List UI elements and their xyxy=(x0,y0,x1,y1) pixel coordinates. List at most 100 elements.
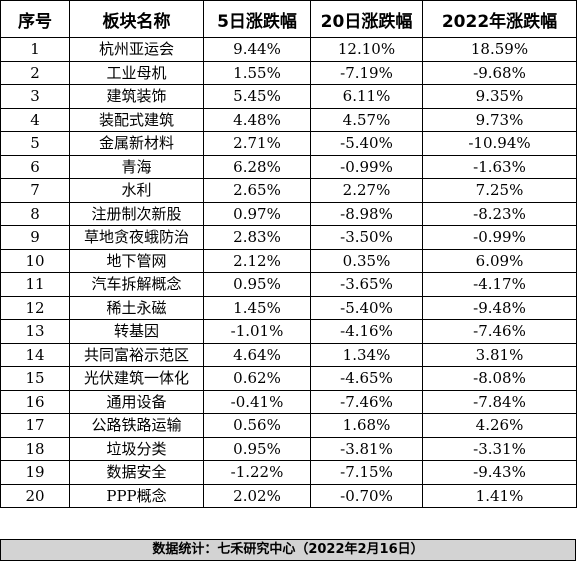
cell-index: 5 xyxy=(0,131,70,156)
cell-5day-change: 4.48% xyxy=(203,107,311,132)
cell-20day-change: -0.99% xyxy=(310,154,423,179)
cell-20day-change: 0.35% xyxy=(310,248,423,273)
cell-2022-change: -9.68% xyxy=(422,60,577,85)
cell-sector-name: 注册制次新股 xyxy=(69,201,204,226)
table-row: 16 通用设备 -0.41% -7.46% -7.84% xyxy=(0,389,577,414)
cell-20day-change: -4.65% xyxy=(310,366,423,391)
cell-20day-change: -8.98% xyxy=(310,201,423,226)
table-row: 11 汽车拆解概念 0.95% -3.65% -4.17% xyxy=(0,272,577,297)
cell-20day-change: 4.57% xyxy=(310,107,423,132)
cell-2022-change: -9.43% xyxy=(422,460,577,485)
table-row: 14 共同富裕示范区 4.64% 1.34% 3.81% xyxy=(0,342,577,367)
cell-20day-change: -5.40% xyxy=(310,295,423,320)
table-row: 5 金属新材料 2.71% -5.40% -10.94% xyxy=(0,131,577,156)
cell-2022-change: -8.08% xyxy=(422,366,577,391)
cell-sector-name: 金属新材料 xyxy=(69,131,204,156)
cell-sector-name: 光伏建筑一体化 xyxy=(69,366,204,391)
cell-index: 3 xyxy=(0,84,70,109)
cell-sector-name: 建筑装饰 xyxy=(69,84,204,109)
cell-5day-change: -0.41% xyxy=(203,389,311,414)
cell-2022-change: 4.26% xyxy=(422,413,577,438)
cell-sector-name: 地下管网 xyxy=(69,248,204,273)
table-row: 12 稀土永磁 1.45% -5.40% -9.48% xyxy=(0,295,577,320)
cell-sector-name: 垃圾分类 xyxy=(69,436,204,461)
cell-20day-change: 6.11% xyxy=(310,84,423,109)
cell-20day-change: -7.19% xyxy=(310,60,423,85)
cell-5day-change: 2.12% xyxy=(203,248,311,273)
cell-index: 6 xyxy=(0,154,70,179)
cell-index: 13 xyxy=(0,319,70,344)
table-row: 18 垃圾分类 0.95% -3.81% -3.31% xyxy=(0,436,577,461)
cell-2022-change: -9.48% xyxy=(422,295,577,320)
cell-index: 7 xyxy=(0,178,70,203)
cell-index: 20 xyxy=(0,483,70,508)
cell-20day-change: 2.27% xyxy=(310,178,423,203)
cell-5day-change: 0.62% xyxy=(203,366,311,391)
cell-5day-change: 0.95% xyxy=(203,436,311,461)
cell-2022-change: -3.31% xyxy=(422,436,577,461)
cell-sector-name: 青海 xyxy=(69,154,204,179)
cell-index: 14 xyxy=(0,342,70,367)
cell-index: 1 xyxy=(0,37,70,62)
cell-sector-name: 汽车拆解概念 xyxy=(69,272,204,297)
cell-2022-change: 1.41% xyxy=(422,483,577,508)
cell-2022-change: -10.94% xyxy=(422,131,577,156)
table-row: 15 光伏建筑一体化 0.62% -4.65% -8.08% xyxy=(0,366,577,391)
cell-20day-change: 1.68% xyxy=(310,413,423,438)
cell-sector-name: 草地贪夜蛾防治 xyxy=(69,225,204,250)
cell-sector-name: 转基因 xyxy=(69,319,204,344)
cell-index: 9 xyxy=(0,225,70,250)
table-row: 20 PPP概念 2.02% -0.70% 1.41% xyxy=(0,483,577,508)
cell-5day-change: 4.64% xyxy=(203,342,311,367)
cell-5day-change: 6.28% xyxy=(203,154,311,179)
cell-2022-change: -7.84% xyxy=(422,389,577,414)
cell-5day-change: 1.55% xyxy=(203,60,311,85)
cell-5day-change: 9.44% xyxy=(203,37,311,62)
header-index: 序号 xyxy=(0,0,70,38)
cell-index: 2 xyxy=(0,60,70,85)
cell-20day-change: -0.70% xyxy=(310,483,423,508)
cell-sector-name: 稀土永磁 xyxy=(69,295,204,320)
cell-5day-change: -1.22% xyxy=(203,460,311,485)
cell-2022-change: 3.81% xyxy=(422,342,577,367)
table-row: 2 工业母机 1.55% -7.19% -9.68% xyxy=(0,60,577,85)
cell-5day-change: 0.97% xyxy=(203,201,311,226)
table-row: 7 水利 2.65% 2.27% 7.25% xyxy=(0,178,577,203)
header-20day-change: 20日涨跌幅 xyxy=(310,0,423,38)
cell-5day-change: 2.83% xyxy=(203,225,311,250)
cell-index: 19 xyxy=(0,460,70,485)
cell-20day-change: -3.65% xyxy=(310,272,423,297)
table-row: 8 注册制次新股 0.97% -8.98% -8.23% xyxy=(0,201,577,226)
cell-5day-change: 1.45% xyxy=(203,295,311,320)
cell-index: 17 xyxy=(0,413,70,438)
cell-5day-change: -1.01% xyxy=(203,319,311,344)
cell-sector-name: 水利 xyxy=(69,178,204,203)
table-row: 3 建筑装饰 5.45% 6.11% 9.35% xyxy=(0,84,577,109)
cell-2022-change: -1.63% xyxy=(422,154,577,179)
cell-index: 11 xyxy=(0,272,70,297)
cell-20day-change: -3.50% xyxy=(310,225,423,250)
cell-20day-change: -3.81% xyxy=(310,436,423,461)
header-2022-change: 2022年涨跌幅 xyxy=(422,0,577,38)
header-sector-name: 板块名称 xyxy=(69,0,204,38)
cell-20day-change: -7.15% xyxy=(310,460,423,485)
table-row: 10 地下管网 2.12% 0.35% 6.09% xyxy=(0,248,577,273)
table-row: 13 转基因 -1.01% -4.16% -7.46% xyxy=(0,319,577,344)
cell-5day-change: 2.65% xyxy=(203,178,311,203)
cell-5day-change: 0.95% xyxy=(203,272,311,297)
table-row: 9 草地贪夜蛾防治 2.83% -3.50% -0.99% xyxy=(0,225,577,250)
header-5day-change: 5日涨跌幅 xyxy=(203,0,311,38)
cell-index: 16 xyxy=(0,389,70,414)
cell-sector-name: PPP概念 xyxy=(69,483,204,508)
sector-performance-table: 序号 板块名称 5日涨跌幅 20日涨跌幅 2022年涨跌幅 1 杭州亚运会 9.44… xyxy=(0,0,577,508)
cell-index: 8 xyxy=(0,201,70,226)
cell-5day-change: 2.02% xyxy=(203,483,311,508)
cell-index: 15 xyxy=(0,366,70,391)
table-header-row: 序号 板块名称 5日涨跌幅 20日涨跌幅 2022年涨跌幅 xyxy=(0,0,577,38)
cell-20day-change: -4.16% xyxy=(310,319,423,344)
cell-index: 18 xyxy=(0,436,70,461)
cell-sector-name: 公路铁路运输 xyxy=(69,413,204,438)
cell-2022-change: -7.46% xyxy=(422,319,577,344)
cell-2022-change: 9.35% xyxy=(422,84,577,109)
table-row: 4 装配式建筑 4.48% 4.57% 9.73% xyxy=(0,107,577,132)
